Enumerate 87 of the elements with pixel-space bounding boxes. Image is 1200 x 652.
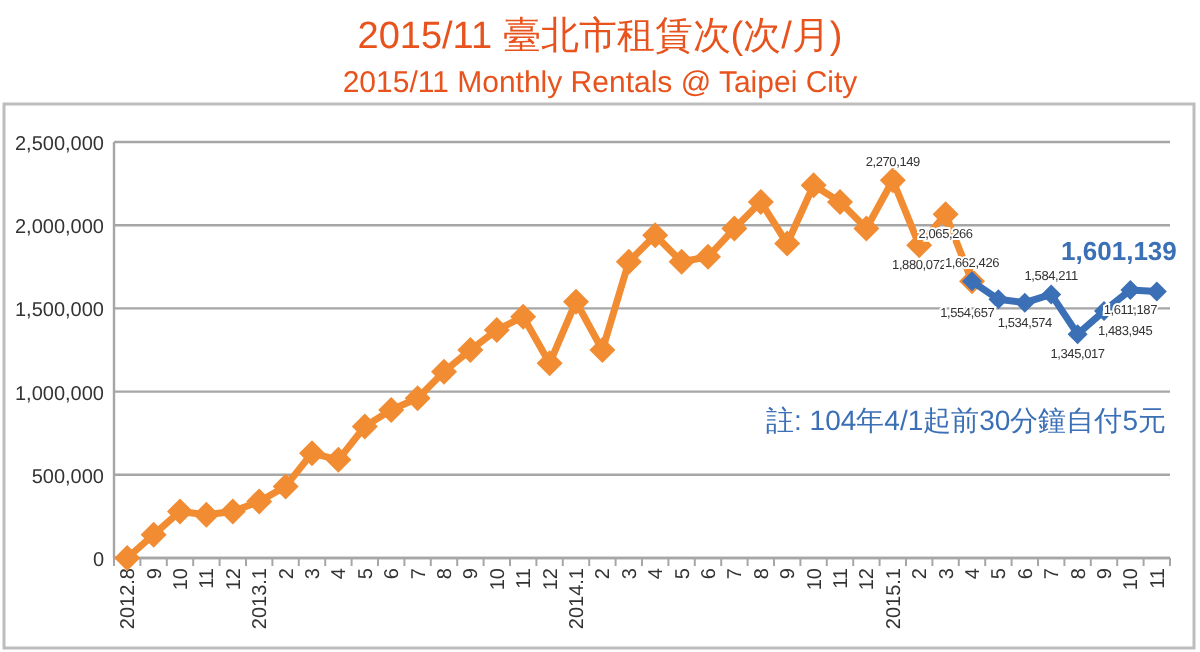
point xyxy=(457,337,484,363)
point xyxy=(988,289,1009,310)
point xyxy=(404,385,431,412)
point xyxy=(668,248,695,275)
x-tick-label: 4 xyxy=(646,567,669,580)
point xyxy=(1014,292,1035,313)
x-tick-label: 10 xyxy=(171,567,193,591)
x-tick-label: 9 xyxy=(778,567,801,580)
x-tick-label: 10 xyxy=(487,567,510,591)
x-tick-label: 5 xyxy=(672,567,695,580)
chart-subtitle: 2015/11 Monthly Rentals @ Taipei City xyxy=(342,66,859,100)
point xyxy=(325,446,352,473)
x-tick-label: 7 xyxy=(725,567,748,580)
point xyxy=(615,248,642,275)
y-tick-label: 2,500,000 xyxy=(15,134,105,156)
point xyxy=(774,230,801,257)
point xyxy=(272,473,299,500)
x-tick-label: 12 xyxy=(857,567,880,591)
point xyxy=(219,498,246,525)
y-tick-label: 0 xyxy=(92,550,105,572)
x-tick-label: 10 xyxy=(1121,567,1144,591)
x-tick-label: 7 xyxy=(1042,567,1065,580)
point xyxy=(879,167,906,194)
x-tick-label: 6 xyxy=(382,567,405,580)
x-tick-label: 11 xyxy=(831,567,853,589)
x-tick-label: 2013.1 xyxy=(250,567,273,630)
x-tick-label: 2 xyxy=(276,567,299,580)
point xyxy=(747,188,774,215)
x-tick-label: 11 xyxy=(514,567,537,589)
x-tick-label: 6 xyxy=(1015,567,1038,580)
point xyxy=(827,188,853,215)
point xyxy=(167,498,193,525)
x-tick-label: 3 xyxy=(936,567,959,580)
y-tick-label: 1,000,000 xyxy=(15,383,105,406)
point xyxy=(642,222,669,249)
point xyxy=(299,440,325,467)
point xyxy=(853,215,880,242)
point xyxy=(431,358,457,385)
x-tick-label: 9 xyxy=(1095,567,1117,580)
x-tick-label: 8 xyxy=(751,567,774,580)
chart-title: 2015/11 臺北市租賃次(次/月) xyxy=(357,14,843,58)
point xyxy=(721,215,748,242)
x-tick-label: 5 xyxy=(355,567,378,580)
x-tick-label: 5 xyxy=(989,567,1012,580)
x-tick-label: 2014.1 xyxy=(567,567,589,630)
point xyxy=(246,488,273,515)
point xyxy=(1067,324,1088,345)
x-tick-label: 3 xyxy=(619,567,642,580)
x-tick-label: 4 xyxy=(963,567,985,580)
x-tick-label: 12 xyxy=(223,567,246,591)
point xyxy=(378,396,405,423)
point xyxy=(589,337,616,363)
point xyxy=(536,350,563,377)
x-tick-label: 9 xyxy=(144,567,167,580)
x-tick-label: 2 xyxy=(593,567,616,580)
y-tick-label: 2,000,000 xyxy=(15,217,105,240)
x-tick-label: 2012.8 xyxy=(118,567,141,630)
data-label: 1,601,139 xyxy=(1061,235,1177,266)
point xyxy=(193,501,220,528)
point xyxy=(563,288,589,315)
x-tick-label: 2 xyxy=(910,567,933,580)
point xyxy=(1041,284,1062,305)
x-tick-label: 11 xyxy=(1147,567,1170,589)
x-tick-label: 3 xyxy=(303,567,325,580)
point xyxy=(483,317,510,344)
x-tick-label: 8 xyxy=(435,567,457,580)
y-tick-label: 500,000 xyxy=(31,466,105,489)
point xyxy=(800,172,827,199)
x-tick-label: 11 xyxy=(197,567,220,589)
point xyxy=(510,303,537,330)
point xyxy=(1146,281,1167,302)
x-tick-label: 10 xyxy=(804,567,827,591)
x-tick-label: 4 xyxy=(329,567,352,580)
annotation: 註: 104年4/1起前30分鐘自付5元 xyxy=(766,404,1166,436)
x-tick-label: 12 xyxy=(540,567,563,591)
point xyxy=(114,545,141,571)
x-tick-label: 7 xyxy=(408,567,431,580)
point xyxy=(1120,279,1141,300)
point xyxy=(932,201,959,228)
y-tick-label: 1,500,000 xyxy=(15,300,105,323)
x-tick-label: 6 xyxy=(699,567,721,580)
point xyxy=(351,413,378,440)
point xyxy=(140,521,167,548)
x-tick-label: 9 xyxy=(461,567,484,580)
point xyxy=(695,243,721,270)
x-tick-label: 2015.1 xyxy=(883,567,906,630)
x-tick-label: 8 xyxy=(1068,567,1091,580)
